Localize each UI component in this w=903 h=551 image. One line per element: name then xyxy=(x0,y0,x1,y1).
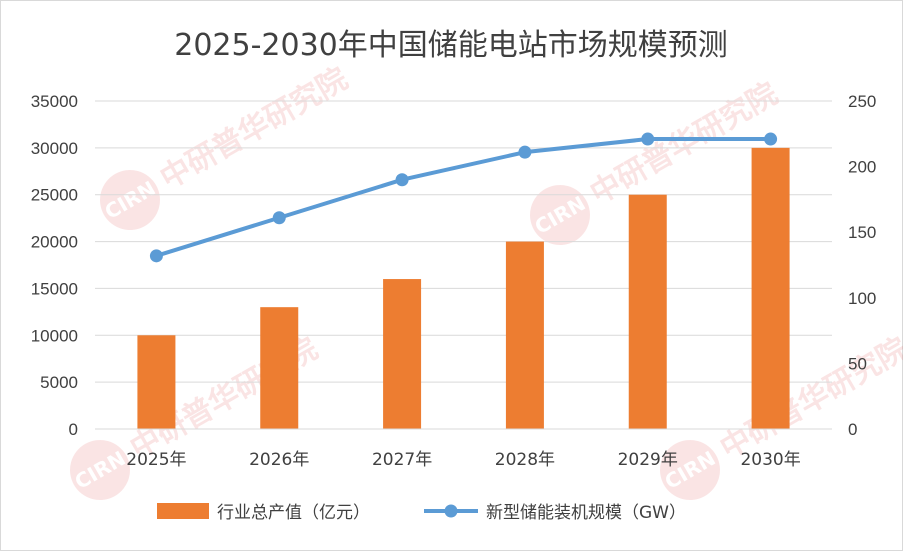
watermark-logo-circle xyxy=(70,440,130,500)
x-tick-label: 2026年 xyxy=(249,450,309,470)
line-point xyxy=(149,249,163,263)
bar xyxy=(505,241,544,429)
legend-bar-label: 行业总产值（亿元） xyxy=(217,503,370,523)
x-axis: 2025年 2026年 2027年 2028年 2029年 2030年 xyxy=(95,428,832,470)
y-left-tick-label: 5000 xyxy=(40,373,78,392)
y-axis-left: 0 5000 10000 15000 20000 25000 30000 35000 xyxy=(31,92,78,439)
y-left-tick-label: 20000 xyxy=(31,233,78,252)
y-left-tick-label: 30000 xyxy=(31,139,78,158)
legend: 行业总产值（亿元） 新型储能装机规模（GW） xyxy=(157,503,686,523)
y-right-tick-label: 200 xyxy=(848,158,876,177)
y-right-tick-label: 100 xyxy=(848,289,876,308)
line-point xyxy=(518,145,532,159)
gridlines xyxy=(95,100,832,430)
line-point xyxy=(641,132,655,146)
x-tick-label: 2025年 xyxy=(126,450,186,470)
x-tick-label: 2030年 xyxy=(740,450,800,470)
y-left-tick-label: 25000 xyxy=(31,186,78,205)
legend-line-marker xyxy=(444,504,458,518)
bar xyxy=(628,194,667,429)
watermark-logo-circle xyxy=(660,440,720,500)
line-point xyxy=(764,132,778,146)
watermark-logo-circle xyxy=(530,185,590,245)
x-tick-label: 2027年 xyxy=(372,450,432,470)
y-axis-right: 0 50 100 150 200 250 xyxy=(848,92,876,439)
y-left-tick-label: 15000 xyxy=(31,279,78,298)
y-right-tick-label: 0 xyxy=(848,420,857,439)
y-right-tick-label: 250 xyxy=(848,92,876,111)
x-tick-label: 2029年 xyxy=(618,450,678,470)
bar xyxy=(137,335,176,429)
bar-series xyxy=(137,147,790,429)
y-right-tick-label: 150 xyxy=(848,223,876,242)
y-left-tick-label: 0 xyxy=(69,420,78,439)
y-right-tick-label: 50 xyxy=(848,354,867,373)
chart-title: 2025-2030年中国储能电站市场规模预测 xyxy=(174,28,728,63)
x-tick-label: 2028年 xyxy=(495,450,555,470)
legend-line-label: 新型储能装机规模（GW） xyxy=(486,503,686,523)
line-series xyxy=(149,132,778,263)
line-path xyxy=(154,137,773,258)
y-left-tick-label: 35000 xyxy=(31,92,78,111)
y-left-tick-label: 10000 xyxy=(31,326,78,345)
bar xyxy=(383,279,422,429)
line-point xyxy=(395,173,409,187)
legend-bar-swatch xyxy=(157,503,209,519)
bar xyxy=(260,307,299,429)
line-point xyxy=(272,211,286,225)
watermark-logo-circle xyxy=(100,170,160,230)
bar xyxy=(751,147,790,429)
